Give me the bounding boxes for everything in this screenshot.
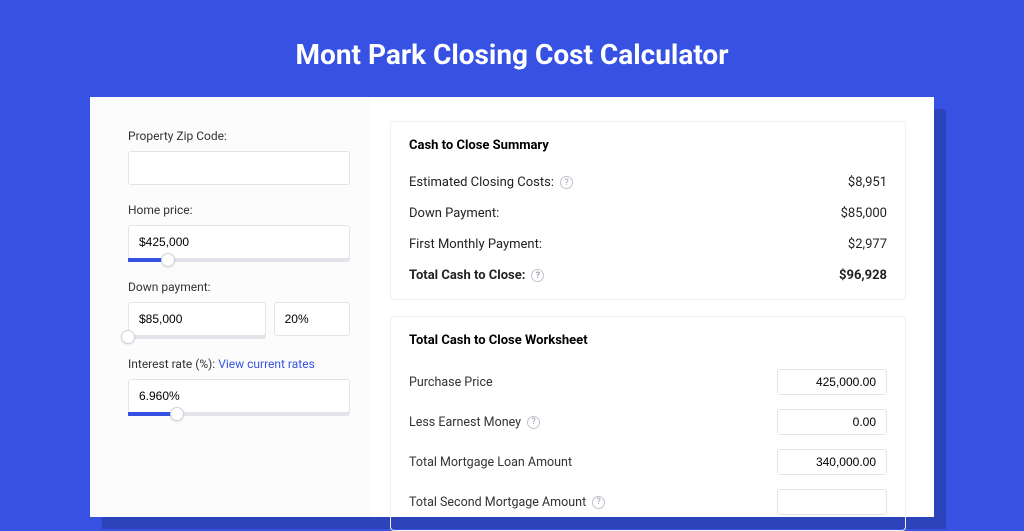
worksheet-row-label: Total Mortgage Loan Amount [409,455,572,470]
zip-label: Property Zip Code: [128,129,350,143]
summary-row-label: Total Cash to Close: [409,268,525,283]
worksheet-row: Purchase Price [409,362,887,402]
worksheet-value-input[interactable] [777,449,887,475]
home-price-slider-thumb[interactable] [161,253,175,267]
summary-row-label: Down Payment: [409,206,499,221]
down-payment-slider-thumb[interactable] [121,330,135,344]
down-payment-field: Down payment: [128,280,350,339]
help-icon[interactable]: ? [527,416,540,429]
worksheet-row: Less Earnest Money? [409,402,887,442]
summary-row: Total Cash to Close:? $96,928 [409,260,887,291]
worksheet-title: Total Cash to Close Worksheet [409,333,887,348]
down-payment-pct-input[interactable] [274,302,350,336]
interest-rate-input[interactable] [128,379,350,413]
worksheet-row: Total Mortgage Loan Amount [409,442,887,482]
summary-row: Down Payment: $85,000 [409,198,887,229]
interest-rate-slider[interactable] [128,412,350,416]
summary-row: First Monthly Payment: $2,977 [409,229,887,260]
worksheet-value-input[interactable] [777,409,887,435]
help-icon[interactable]: ? [592,496,605,509]
worksheet-row-label: Less Earnest Money [409,415,521,430]
worksheet-section: Total Cash to Close Worksheet Purchase P… [390,316,906,531]
view-rates-link[interactable]: View current rates [218,357,315,371]
summary-row-value: $2,977 [848,237,887,252]
summary-section: Cash to Close Summary Estimated Closing … [390,121,906,300]
down-payment-slider[interactable] [128,335,266,339]
help-icon[interactable]: ? [531,269,544,282]
summary-row-label: Estimated Closing Costs: [409,175,554,190]
worksheet-row: Total Second Mortgage Amount? [409,482,887,522]
summary-row-label: First Monthly Payment: [409,237,542,252]
worksheet-value-input[interactable] [777,489,887,515]
worksheet-row-label: Total Second Mortgage Amount [409,495,586,510]
page-title: Mont Park Closing Cost Calculator [0,0,1024,97]
interest-rate-slider-thumb[interactable] [170,407,184,421]
interest-rate-field: Interest rate (%): View current rates [128,357,350,416]
worksheet-row-label: Purchase Price [409,375,493,390]
help-icon[interactable]: ? [560,176,573,189]
inputs-panel: Property Zip Code: Home price: Down paym… [90,97,370,517]
down-payment-input[interactable] [128,302,266,336]
home-price-slider[interactable] [128,258,350,262]
home-price-label: Home price: [128,203,350,217]
summary-row-value: $85,000 [841,206,887,221]
home-price-input[interactable] [128,225,350,259]
interest-rate-label-text: Interest rate (%): [128,357,215,371]
down-payment-label: Down payment: [128,280,350,294]
zip-input[interactable] [128,151,350,185]
worksheet-value-input[interactable] [777,369,887,395]
zip-field: Property Zip Code: [128,129,350,185]
summary-row: Estimated Closing Costs:? $8,951 [409,167,887,198]
summary-row-value: $8,951 [848,175,887,190]
interest-rate-label: Interest rate (%): View current rates [128,357,350,371]
summary-title: Cash to Close Summary [409,138,887,153]
summary-row-value: $96,928 [839,268,887,283]
calculator-card: Property Zip Code: Home price: Down paym… [90,97,934,517]
home-price-field: Home price: [128,203,350,262]
results-panel: Cash to Close Summary Estimated Closing … [370,97,934,517]
